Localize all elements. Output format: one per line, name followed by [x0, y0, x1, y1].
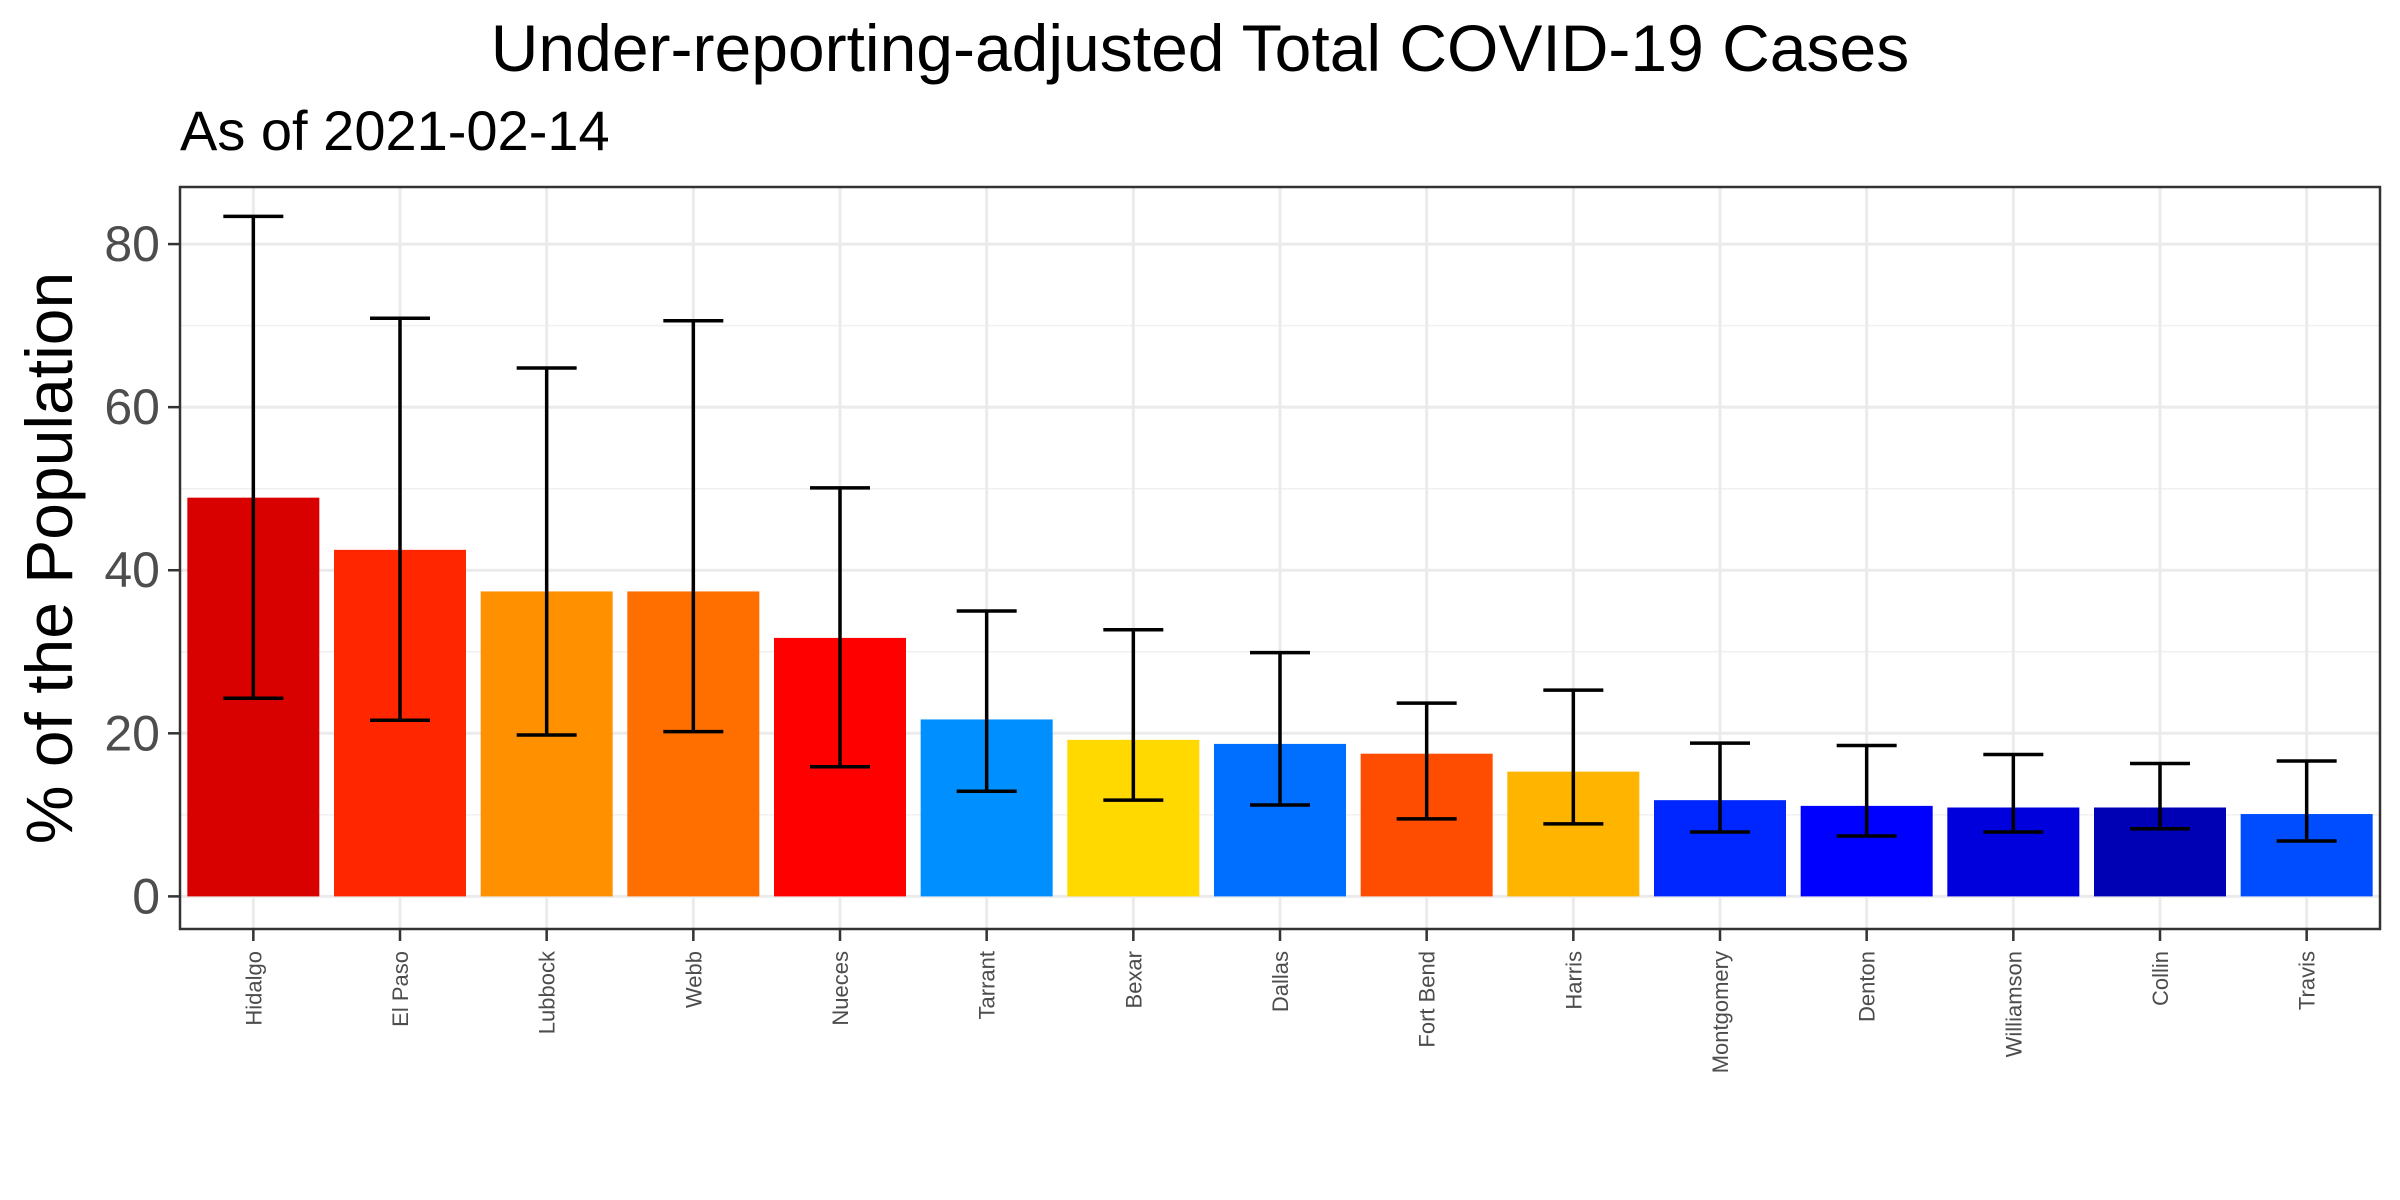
error-bar	[2276, 759, 2337, 843]
x-tick-label: Nueces	[828, 951, 853, 1026]
x-tick-label: El Paso	[388, 951, 413, 1027]
x-tick-label: Harris	[1561, 951, 1586, 1010]
x-tick-label: Webb	[681, 951, 706, 1008]
y-tick-label: 60	[104, 379, 160, 435]
x-tick-label: Williamson	[2001, 951, 2026, 1057]
y-axis: 0 20 40 60 80	[104, 216, 180, 924]
y-tick-label: 80	[104, 216, 160, 272]
error-bars	[223, 214, 2337, 843]
x-tick-label: Hidalgo	[241, 951, 266, 1026]
bars	[187, 497, 2373, 897]
error-bar	[1396, 701, 1457, 821]
error-bar	[2130, 761, 2190, 831]
chart-title: Under-reporting-adjusted Total COVID-19 …	[490, 11, 1910, 85]
x-tick-label: Collin	[2148, 951, 2173, 1006]
error-bar	[1690, 741, 1750, 834]
error-bar	[1250, 650, 1310, 807]
y-tick-label: 0	[132, 868, 160, 924]
x-tick-label: Tarrant	[975, 951, 1000, 1019]
error-bar	[810, 486, 870, 769]
y-tick-label: 20	[104, 705, 160, 761]
error-bar	[516, 366, 577, 737]
error-bar	[1983, 752, 2044, 834]
x-tick-label: Lubbock	[535, 950, 560, 1034]
y-axis-label: % of the Population	[12, 272, 86, 844]
x-tick-label: Travis	[2295, 951, 2320, 1010]
error-bar	[1836, 743, 1897, 838]
x-tick-label: Dallas	[1268, 951, 1293, 1012]
chart-subtitle: As of 2021-02-14	[180, 99, 610, 162]
y-tick-label: 40	[104, 542, 160, 598]
x-tick-label: Bexar	[1121, 951, 1146, 1008]
x-axis: Hidalgo El Paso Lubbock Webb Nueces Tarrant Be…	[241, 929, 2320, 1073]
error-bar	[956, 609, 1017, 793]
x-tick-label: Montgomery	[1708, 951, 1733, 1073]
error-bar	[1543, 688, 1604, 826]
error-bar	[663, 318, 724, 734]
x-tick-label: Fort Bend	[1415, 951, 1440, 1048]
error-bar	[370, 316, 430, 723]
error-bar	[1103, 628, 1164, 802]
x-tick-label: Denton	[1855, 951, 1880, 1022]
error-bar	[223, 214, 284, 700]
